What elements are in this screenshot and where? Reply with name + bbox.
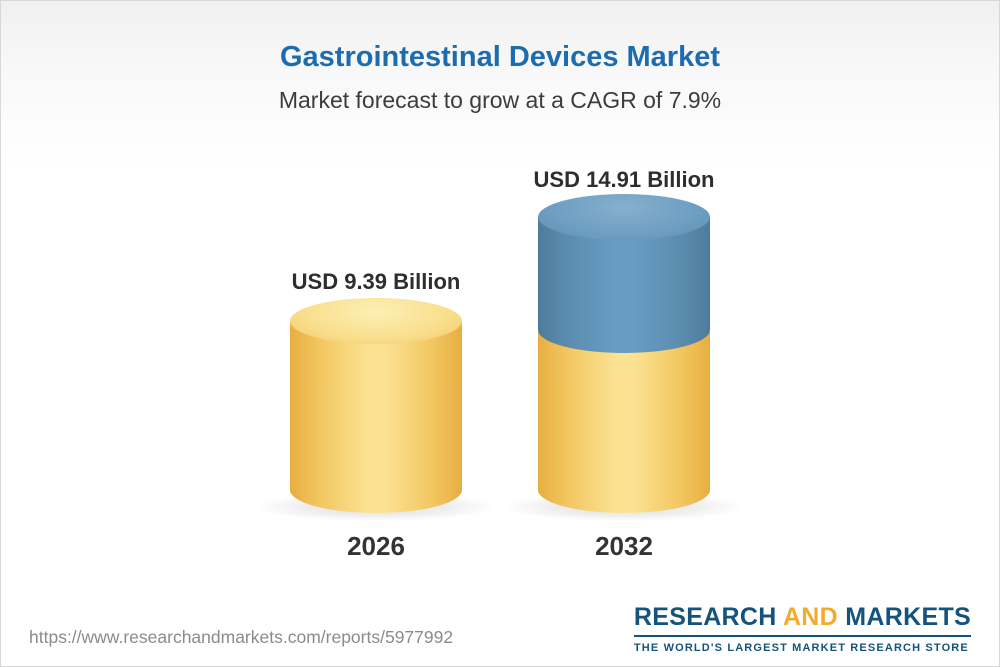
bar-2032-yellow-segment xyxy=(538,330,710,513)
report-url: https://www.researchandmarkets.com/repor… xyxy=(29,627,454,647)
logo-word-and: AND xyxy=(782,603,839,631)
value-label-2032: USD 14.91 Billion xyxy=(533,167,715,192)
research-and-markets-logo: RESEARCH AND MARKETS THE WORLD'S LARGEST… xyxy=(633,603,971,654)
chart-subtitle: Market forecast to grow at a CAGR of 7.9… xyxy=(278,87,722,113)
logo-wordmark: RESEARCH AND MARKETS xyxy=(634,603,971,632)
logo-word-markets: MARKETS xyxy=(845,603,971,631)
bar-2026 xyxy=(290,298,462,513)
bar-2032-blue-segment xyxy=(538,194,710,353)
logo-tagline: THE WORLD'S LARGEST MARKET RESEARCH STOR… xyxy=(633,635,971,654)
bar-2026-body xyxy=(290,321,462,513)
bar-2026-top-face xyxy=(290,298,462,344)
bar-2032-top-face xyxy=(538,194,710,240)
chart-title: Gastrointestinal Devices Market xyxy=(279,41,720,73)
axis-label-2026: 2026 xyxy=(347,531,405,561)
value-label-2026: USD 9.39 Billion xyxy=(291,269,461,294)
logo-word-research: RESEARCH xyxy=(633,603,777,631)
axis-label-2032: 2032 xyxy=(595,531,653,561)
